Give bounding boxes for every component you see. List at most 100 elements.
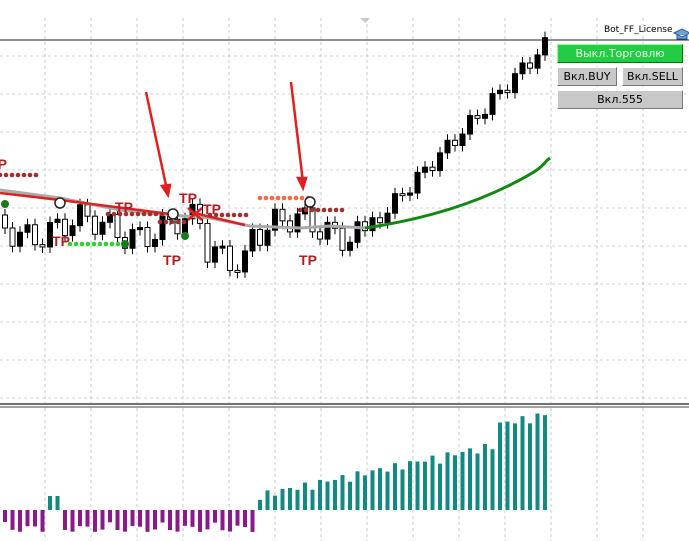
- license-label: Bot_FF_License: [604, 25, 673, 35]
- candle-body: [459, 133, 466, 146]
- candles: [2, 31, 548, 279]
- candle-body: [39, 244, 46, 248]
- histogram-bar: [235, 510, 240, 526]
- level-dot: [117, 211, 123, 217]
- level-dot: [257, 195, 263, 201]
- candle-body: [437, 152, 443, 172]
- extra-toggle-button[interactable]: Вкл.555: [557, 90, 683, 109]
- histogram-bar: [198, 510, 202, 532]
- candle-body: [204, 222, 211, 263]
- histogram-bar: [430, 455, 435, 510]
- histogram-bar: [445, 452, 450, 510]
- candle-body: [474, 115, 481, 119]
- level-dot: [297, 207, 303, 213]
- candle-body: [47, 221, 53, 248]
- histogram-bar: [243, 510, 247, 528]
- candle-body: [174, 218, 181, 235]
- histogram-bar: [183, 510, 187, 526]
- tp-label: TP: [52, 233, 70, 249]
- histogram-bar: [108, 510, 112, 523]
- candle-body: [24, 224, 31, 233]
- level-dot: [163, 219, 169, 225]
- candle-body: [152, 239, 158, 248]
- histogram-bar: [415, 461, 420, 510]
- histogram-bar: [213, 510, 217, 523]
- trade-markers: [54, 196, 316, 220]
- level-dot: [157, 219, 163, 225]
- histogram-bar: [333, 479, 337, 510]
- candle-body: [272, 208, 278, 231]
- histogram-bar: [18, 510, 22, 532]
- level-dot: [79, 241, 85, 247]
- histogram-bar: [175, 510, 180, 532]
- candle-body: [497, 89, 503, 95]
- level-dot: [0, 172, 3, 178]
- histogram-bar: [498, 422, 502, 510]
- level-dot: [207, 212, 213, 218]
- candle-body: [527, 62, 533, 69]
- candle-body: [452, 139, 458, 146]
- histogram-bar: [3, 510, 7, 522]
- histogram-bar: [55, 496, 60, 510]
- histogram-bar: [535, 413, 540, 510]
- histogram-bar: [505, 421, 510, 510]
- histogram-bar: [310, 489, 315, 510]
- ma-green: [364, 156, 551, 230]
- candle-body: [264, 229, 271, 246]
- candle-body: [377, 217, 383, 224]
- level-dot: [339, 207, 345, 213]
- level-dot: [281, 195, 287, 201]
- candle-body: [407, 192, 413, 196]
- histogram-bar: [115, 510, 120, 531]
- shift-marker: [360, 18, 370, 23]
- level-dot: [141, 211, 147, 217]
- histogram-bar: [130, 510, 135, 526]
- level-dot: [105, 211, 111, 217]
- histogram-bar: [160, 510, 165, 523]
- candle-body: [534, 54, 541, 69]
- level-dot: [269, 195, 275, 201]
- histogram-bar: [393, 463, 397, 510]
- histogram-bar: [220, 510, 225, 531]
- histogram-bar: [370, 470, 375, 510]
- level-dot: [293, 195, 299, 201]
- level-dot: [327, 207, 333, 213]
- level-dot: [67, 241, 73, 247]
- candle-body: [422, 166, 428, 173]
- tp-label: TP: [179, 190, 197, 206]
- level-dot: [237, 212, 243, 218]
- level-dot: [15, 172, 21, 178]
- histogram-bar: [295, 489, 300, 510]
- level-dot: [97, 241, 103, 247]
- histogram-bar: [100, 510, 105, 530]
- histogram-bar: [378, 468, 382, 510]
- histogram-bar: [123, 510, 127, 532]
- candle-body: [99, 221, 106, 235]
- histogram: [3, 413, 547, 532]
- candle-body: [212, 246, 218, 263]
- candle-body: [542, 37, 548, 56]
- level-dot: [287, 195, 293, 201]
- level-dot: [147, 211, 153, 217]
- histogram-bar: [205, 510, 210, 530]
- candle-body: [482, 113, 488, 119]
- candle-body: [54, 218, 61, 223]
- trade-toggle-button[interactable]: Выкл.Торговлю: [557, 44, 683, 63]
- candle-body: [339, 227, 346, 251]
- candle-body: [429, 166, 436, 172]
- level-dot: [21, 172, 27, 178]
- histogram-bar: [63, 510, 67, 530]
- level-dot: [321, 207, 327, 213]
- histogram-bar: [145, 510, 150, 532]
- histogram-bar: [33, 510, 37, 527]
- buy-toggle-button[interactable]: Вкл.BUY: [557, 67, 617, 86]
- candle-body: [392, 193, 398, 214]
- level-dot: [3, 172, 9, 178]
- histogram-bar: [475, 453, 480, 510]
- candle-body: [144, 227, 151, 248]
- candle-body: [384, 212, 391, 224]
- license-icon: [672, 28, 689, 40]
- sell-toggle-button[interactable]: Вкл.SELL: [622, 67, 683, 86]
- histogram-bar: [490, 449, 495, 510]
